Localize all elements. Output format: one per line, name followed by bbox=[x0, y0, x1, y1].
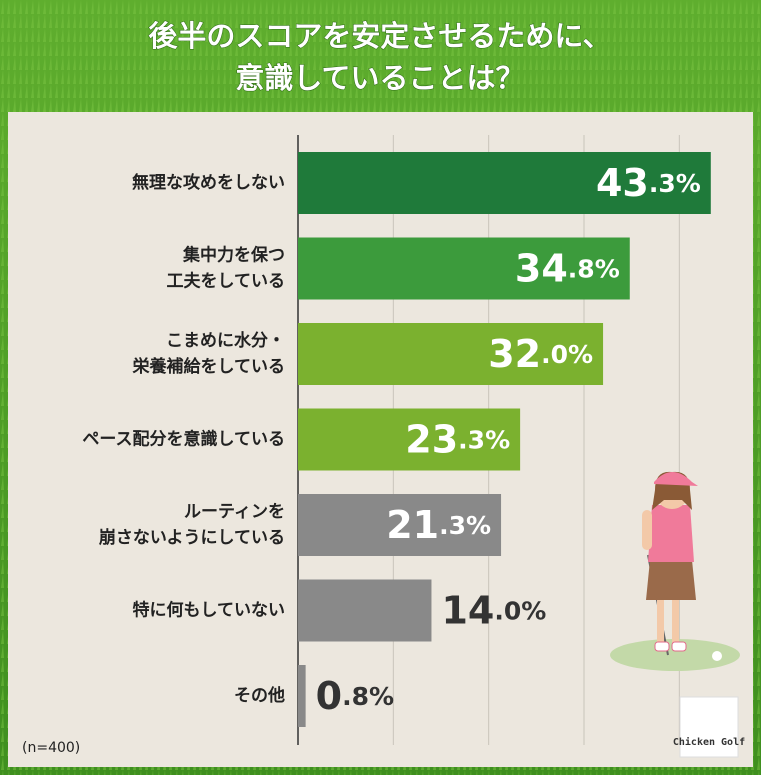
golfer-illustration bbox=[610, 471, 740, 671]
bar bbox=[298, 152, 711, 214]
bar bbox=[298, 579, 432, 642]
category-label: 集中力を保つ工夫をしている bbox=[167, 245, 286, 292]
category-label: 特に何もしていない bbox=[133, 600, 286, 621]
category-label: ペース配分を意識している bbox=[82, 429, 285, 450]
category-label: 無理な攻めをしない bbox=[132, 172, 285, 193]
bar bbox=[298, 494, 502, 556]
category-label: その他 bbox=[234, 685, 285, 706]
category-label: ルーティンを崩さないようにしている bbox=[99, 502, 285, 548]
value-label: 0.8% bbox=[316, 674, 394, 718]
value-label: 34.8% bbox=[515, 246, 620, 290]
value-label: 23.3% bbox=[405, 417, 510, 461]
logo-box bbox=[679, 696, 739, 758]
category-label: こまめに水分・栄養補給をしている bbox=[132, 330, 286, 377]
value-label: 43.3% bbox=[596, 161, 701, 205]
note: (n=400) bbox=[22, 740, 80, 756]
value-label: 14.0% bbox=[441, 588, 546, 632]
chart-title: 後半のスコアを安定させるために、意識していることは？ bbox=[148, 19, 611, 95]
value-label: 21.3% bbox=[386, 503, 491, 547]
bar bbox=[298, 665, 306, 727]
bar bbox=[298, 237, 630, 300]
bar bbox=[298, 323, 604, 385]
value-label: 32.0% bbox=[488, 332, 593, 376]
bar bbox=[298, 408, 521, 471]
logo: Chicken Golf bbox=[673, 736, 745, 748]
